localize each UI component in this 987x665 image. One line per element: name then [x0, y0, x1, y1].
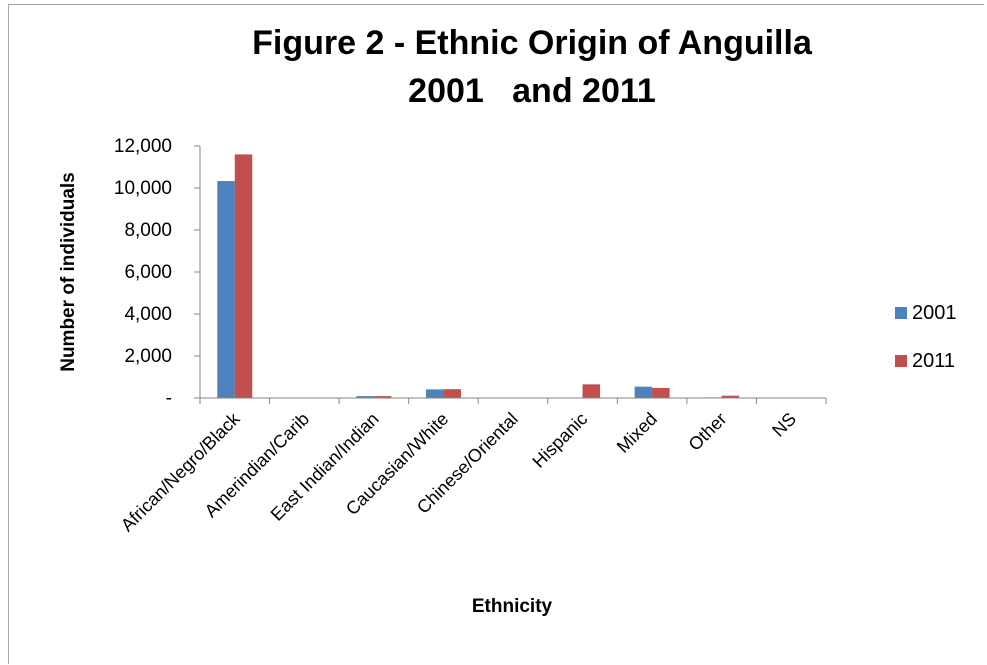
y-tick-label: 4,000: [124, 304, 172, 325]
x-category-label: Other: [685, 409, 731, 455]
y-tick-label: 2,000: [124, 346, 172, 367]
y-tick-label: 10,000: [114, 178, 172, 199]
bar-2011-7: [721, 395, 740, 398]
x-axis-category-labels: African/Negro/BlackAmerindian/CaribEast …: [117, 408, 800, 535]
chart-title-line-1: Figure 2 - Ethnic Origin of Anguilla: [252, 24, 813, 62]
y-tick-label: 8,000: [124, 220, 172, 241]
bar-2011-2: [373, 396, 392, 398]
legend-swatch-2011: [895, 355, 907, 367]
bar-2011-3: [443, 389, 461, 398]
chart-frame: [8, 4, 984, 664]
bar-2011-0: [234, 154, 253, 398]
x-category-label: Mixed: [613, 409, 661, 457]
y-tick-label: 6,000: [124, 262, 172, 283]
y-axis-title: Number of individuals: [58, 172, 79, 372]
y-tick-label: 12,000: [114, 136, 172, 157]
bar-2001-2: [356, 396, 374, 398]
legend-label: 2011: [912, 350, 955, 372]
bar-2001-3: [425, 389, 444, 398]
bar-2011-5: [582, 384, 601, 398]
x-category-label: African/Negro/Black: [117, 408, 244, 535]
x-axis-title: Ethnicity: [472, 596, 553, 617]
legend: 2001 2011: [895, 302, 957, 372]
bar-2001-6: [634, 386, 653, 398]
bar-2001-0: [217, 181, 235, 398]
legend-label: 2001: [912, 302, 957, 324]
bar-2011-6: [652, 387, 670, 398]
y-tick-label: -: [166, 388, 172, 409]
bars: [217, 154, 809, 398]
legend-swatch-2001: [895, 307, 907, 319]
x-category-label: Hispanic: [528, 409, 591, 472]
y-axis-tick-labels: - 2,000 4,000 6,000 8,000 10,000 12,000: [114, 136, 172, 409]
x-category-label: NS: [768, 409, 800, 441]
axes: [194, 145, 827, 404]
chart-title-line-2: 2001 and 2011: [408, 72, 656, 110]
